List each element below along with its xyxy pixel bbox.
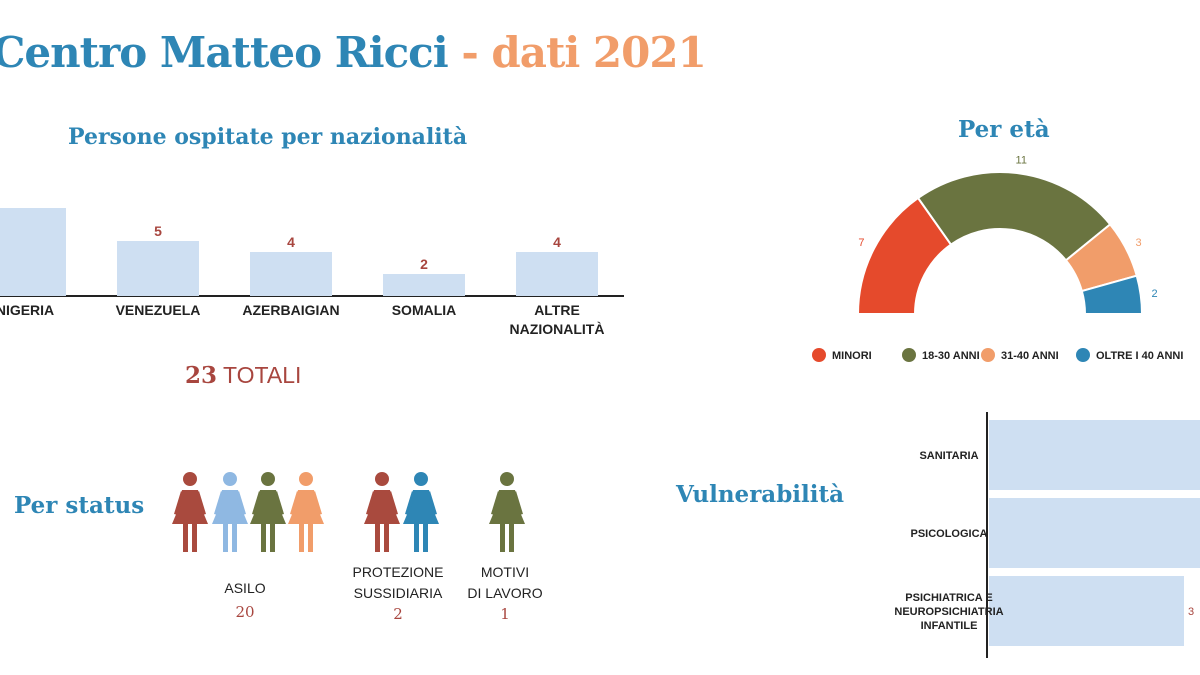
nationality-bar — [516, 252, 598, 296]
nationality-value-label: 4 — [553, 234, 561, 250]
vulnerability-category-label: SANITARIA — [919, 450, 978, 462]
nationality-category-label: NIGERIA — [0, 302, 54, 318]
vulnerability-category-label: INFANTILE — [921, 620, 978, 632]
age-slice — [916, 171, 1112, 262]
age-legend-swatch — [812, 348, 826, 362]
age-legend-label: MINORI — [832, 350, 872, 362]
person-icon — [288, 472, 324, 552]
nationality-category-label: ALTRE — [534, 302, 580, 318]
age-legend-label: OLTRE I 40 ANNI — [1096, 350, 1183, 362]
total-number: 23 — [185, 362, 218, 389]
age-legend-label: 18-30 ANNI — [922, 350, 980, 362]
nationality-value-label: 2 — [420, 256, 428, 272]
age-slice — [1080, 274, 1144, 315]
nationality-bar — [117, 241, 199, 296]
nationality-value-label: 4 — [287, 234, 295, 250]
status-group-label: PROTEZIONE SUSSIDIARIA — [352, 564, 444, 601]
vulnerability-category-label: PSICHIATRICA E — [905, 592, 992, 604]
age-value-label: 7 — [858, 237, 864, 249]
person-icon — [489, 472, 525, 552]
nationality-category-label: VENEZUELA — [116, 302, 201, 318]
title-separator: - — [461, 28, 478, 77]
status-group-count: 2 — [393, 605, 403, 623]
person-icon — [364, 472, 400, 552]
status-group-count: 20 — [235, 603, 255, 621]
vulnerability-bar-chart: SANITARIA4PSICOLOGICA3PSICHIATRICA ENEUR… — [894, 412, 1200, 658]
age-legend-swatch — [1076, 348, 1090, 362]
nationality-category-label: AZERBAIGIAN — [242, 302, 339, 318]
status-group-count: 1 — [500, 605, 510, 623]
age-value-label: 3 — [1135, 237, 1141, 249]
person-icon — [250, 472, 286, 552]
vulnerability-category-label: PSICOLOGICA — [910, 528, 987, 540]
nationality-category-label: NAZIONALITÀ — [510, 321, 605, 337]
person-icon — [403, 472, 439, 552]
status-group-label: ASILO — [224, 580, 266, 596]
age-legend-swatch — [981, 348, 995, 362]
nationality-bar — [383, 274, 465, 296]
person-icon — [172, 472, 208, 552]
person-icon — [212, 472, 248, 552]
total-count: 23 TOTALI — [185, 362, 301, 389]
age-value-label: 11 — [1016, 154, 1027, 166]
age-half-donut-chart: 7 11 3 2 MINORI 18-30 ANNI 31-40 ANNI OLTRE I 4… — [812, 154, 1183, 362]
age-title: Per età — [958, 116, 1050, 143]
nationality-category-label: SOMALIA — [392, 302, 457, 318]
vulnerability-bar — [989, 576, 1184, 646]
nationality-title: Persone ospitate per nazionalità — [68, 124, 468, 150]
nationality-bar — [250, 252, 332, 296]
age-value-label: 2 — [1151, 288, 1157, 300]
page-title: Centro Matteo Ricci - dati 2021 — [0, 28, 707, 77]
vulnerability-bar — [989, 420, 1200, 490]
status-group-label: MOTIVI DI LAVORO — [467, 564, 543, 601]
nationality-bar-chart: NIGERIA 5 VENEZUELA 4 AZERBAIGIAN 2 SOMALIA 4 AL… — [0, 208, 624, 337]
age-legend-swatch — [902, 348, 916, 362]
status-icons — [172, 472, 525, 552]
nationality-value-label: 5 — [154, 223, 162, 239]
nationality-bar — [0, 208, 66, 296]
title-year: dati 2021 — [491, 28, 706, 77]
total-label: TOTALI — [223, 362, 302, 388]
status-title: Per status — [14, 492, 145, 519]
vulnerability-title: Vulnerabilità — [676, 481, 845, 508]
vulnerability-value-label: 3 — [1188, 606, 1194, 618]
title-main: Centro Matteo Ricci — [0, 28, 449, 77]
vulnerability-bar — [989, 498, 1200, 568]
vulnerability-category-label: NEUROPSICHIATRIA — [894, 606, 1003, 618]
age-legend-label: 31-40 ANNI — [1001, 350, 1059, 362]
